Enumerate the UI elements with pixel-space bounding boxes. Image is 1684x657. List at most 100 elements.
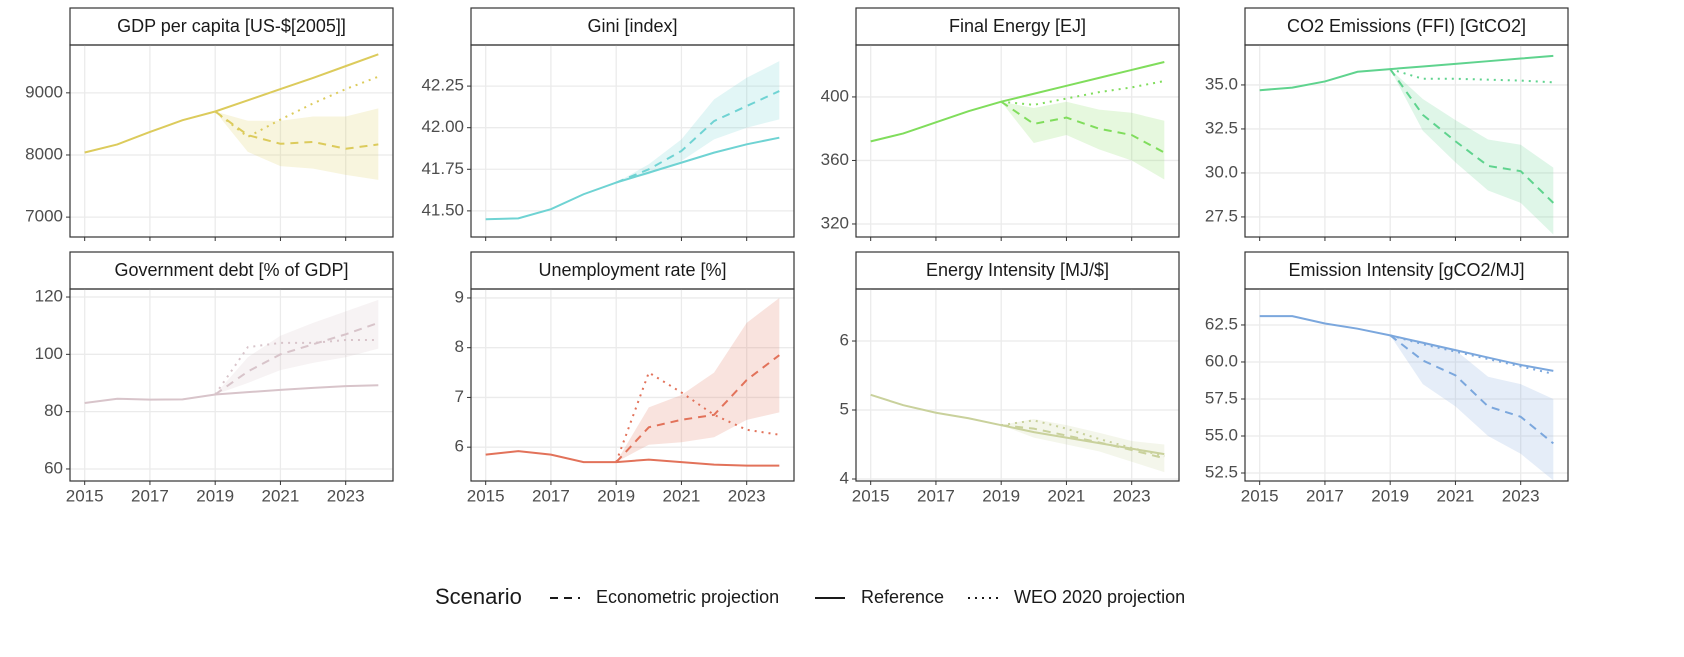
panel-title: Energy Intensity [MJ/$] xyxy=(926,260,1109,280)
y-tick-label: 8 xyxy=(455,337,464,356)
weo-line xyxy=(1389,68,1554,84)
y-tick-label: 42.00 xyxy=(421,117,464,136)
panel-background xyxy=(70,289,393,481)
reference-line xyxy=(870,61,1165,143)
y-tick-label: 100 xyxy=(35,344,63,363)
panel-background xyxy=(471,45,794,237)
x-tick-label: 2015 xyxy=(852,486,890,505)
projection-band xyxy=(1390,69,1554,235)
projection-band xyxy=(616,61,780,183)
y-tick-label: 41.75 xyxy=(421,159,464,178)
weo-line xyxy=(1001,419,1165,458)
y-tick-label: 120 xyxy=(35,287,63,306)
x-tick-label: 2023 xyxy=(1502,486,1540,505)
legend-title: Scenario xyxy=(435,584,522,609)
y-tick-label: 320 xyxy=(821,213,849,232)
panel-background xyxy=(471,289,794,481)
panel-border xyxy=(470,288,795,482)
legend-label: Reference xyxy=(861,587,944,607)
panel-border xyxy=(470,44,795,238)
panel: Emission Intensity [gCO2/MJ] 52.5 55.0 57.5… xyxy=(1205,251,1569,505)
panel-border xyxy=(855,44,1180,238)
econometric-line xyxy=(1389,334,1554,445)
panel-border xyxy=(1244,44,1569,238)
reference-line xyxy=(84,384,379,405)
strip xyxy=(69,7,394,46)
y-tick-label: 52.5 xyxy=(1205,462,1238,481)
y-tick-label: 6 xyxy=(455,437,464,456)
panel: Unemployment rate [%] 6 7 8 9 2015 2017 2019 202… xyxy=(455,251,795,505)
panel: Energy Intensity [MJ/$] 4 5 6 2015 2017 2019 20… xyxy=(840,251,1180,505)
panel-title: Emission Intensity [gCO2/MJ] xyxy=(1288,260,1524,280)
y-tick-label: 8000 xyxy=(25,144,63,163)
reference-line xyxy=(485,136,780,221)
weo-line xyxy=(1389,334,1554,375)
x-tick-label: 2015 xyxy=(467,486,505,505)
panel: Government debt [% of GDP] 60 80 100 120 2015… xyxy=(35,251,394,505)
reference-line xyxy=(485,450,780,467)
y-tick-label: 57.5 xyxy=(1205,388,1238,407)
y-tick-label: 400 xyxy=(821,86,849,105)
econometric-line xyxy=(214,321,379,396)
strip xyxy=(855,7,1180,46)
econometric-line xyxy=(1000,100,1165,154)
reference-line xyxy=(1259,54,1554,92)
y-tick-label: 42.25 xyxy=(421,76,464,95)
x-tick-label: 2021 xyxy=(663,486,701,505)
x-tick-label: 2015 xyxy=(1241,486,1279,505)
econometric-line xyxy=(615,90,780,184)
strip xyxy=(1244,7,1569,46)
y-tick-label: 5 xyxy=(840,399,849,418)
x-tick-label: 2019 xyxy=(982,486,1020,505)
y-tick-label: 80 xyxy=(44,401,63,420)
panel: GDP per capita [US-$[2005]] 7000 8000 9000 xyxy=(25,7,394,241)
panel-border xyxy=(69,44,394,238)
panel-border xyxy=(855,288,1180,482)
y-tick-label: 7000 xyxy=(25,207,63,226)
panel-border xyxy=(69,288,394,482)
projection-band xyxy=(1001,101,1165,180)
x-tick-label: 2023 xyxy=(1113,486,1151,505)
panel-title: GDP per capita [US-$[2005]] xyxy=(117,16,346,36)
panel-background xyxy=(1245,289,1568,481)
y-tick-label: 4 xyxy=(840,468,849,487)
projection-band xyxy=(215,299,379,395)
strip xyxy=(69,251,394,290)
projection-band xyxy=(616,297,780,463)
projection-band xyxy=(1001,418,1165,473)
x-tick-label: 2017 xyxy=(532,486,570,505)
strip xyxy=(470,7,795,46)
panel-title: Gini [index] xyxy=(587,16,677,36)
panel-title: CO2 Emissions (FFI) [GtCO2] xyxy=(1287,16,1526,36)
y-tick-label: 41.50 xyxy=(421,200,464,219)
y-tick-label: 360 xyxy=(821,150,849,169)
y-tick-label: 9 xyxy=(455,287,464,306)
y-tick-label: 6 xyxy=(840,331,849,350)
legend-label: WEO 2020 projection xyxy=(1014,587,1185,607)
y-tick-label: 30.0 xyxy=(1205,162,1238,181)
projection-band xyxy=(215,108,379,180)
y-tick-label: 7 xyxy=(455,387,464,406)
x-tick-label: 2021 xyxy=(1048,486,1086,505)
x-tick-label: 2019 xyxy=(597,486,635,505)
y-tick-label: 62.5 xyxy=(1205,314,1238,333)
legend-label: Econometric projection xyxy=(596,587,779,607)
panel: Gini [index] 41.50 41.75 42.00 42.25 xyxy=(421,7,795,241)
x-tick-label: 2015 xyxy=(66,486,104,505)
panel-background xyxy=(1245,45,1568,237)
econometric-line xyxy=(615,354,780,463)
weo-line xyxy=(214,339,379,396)
panel-title: Unemployment rate [%] xyxy=(538,260,726,280)
y-tick-label: 27.5 xyxy=(1205,206,1238,225)
panel-background xyxy=(856,45,1179,237)
strip xyxy=(1244,251,1569,290)
x-tick-label: 2017 xyxy=(917,486,955,505)
x-tick-label: 2017 xyxy=(1306,486,1344,505)
panel: Final Energy [EJ] 320 360 400 xyxy=(821,7,1180,241)
x-tick-label: 2019 xyxy=(196,486,234,505)
panel-title: Government debt [% of GDP] xyxy=(114,260,348,280)
reference-line xyxy=(84,53,379,154)
panel-border xyxy=(1244,288,1569,482)
